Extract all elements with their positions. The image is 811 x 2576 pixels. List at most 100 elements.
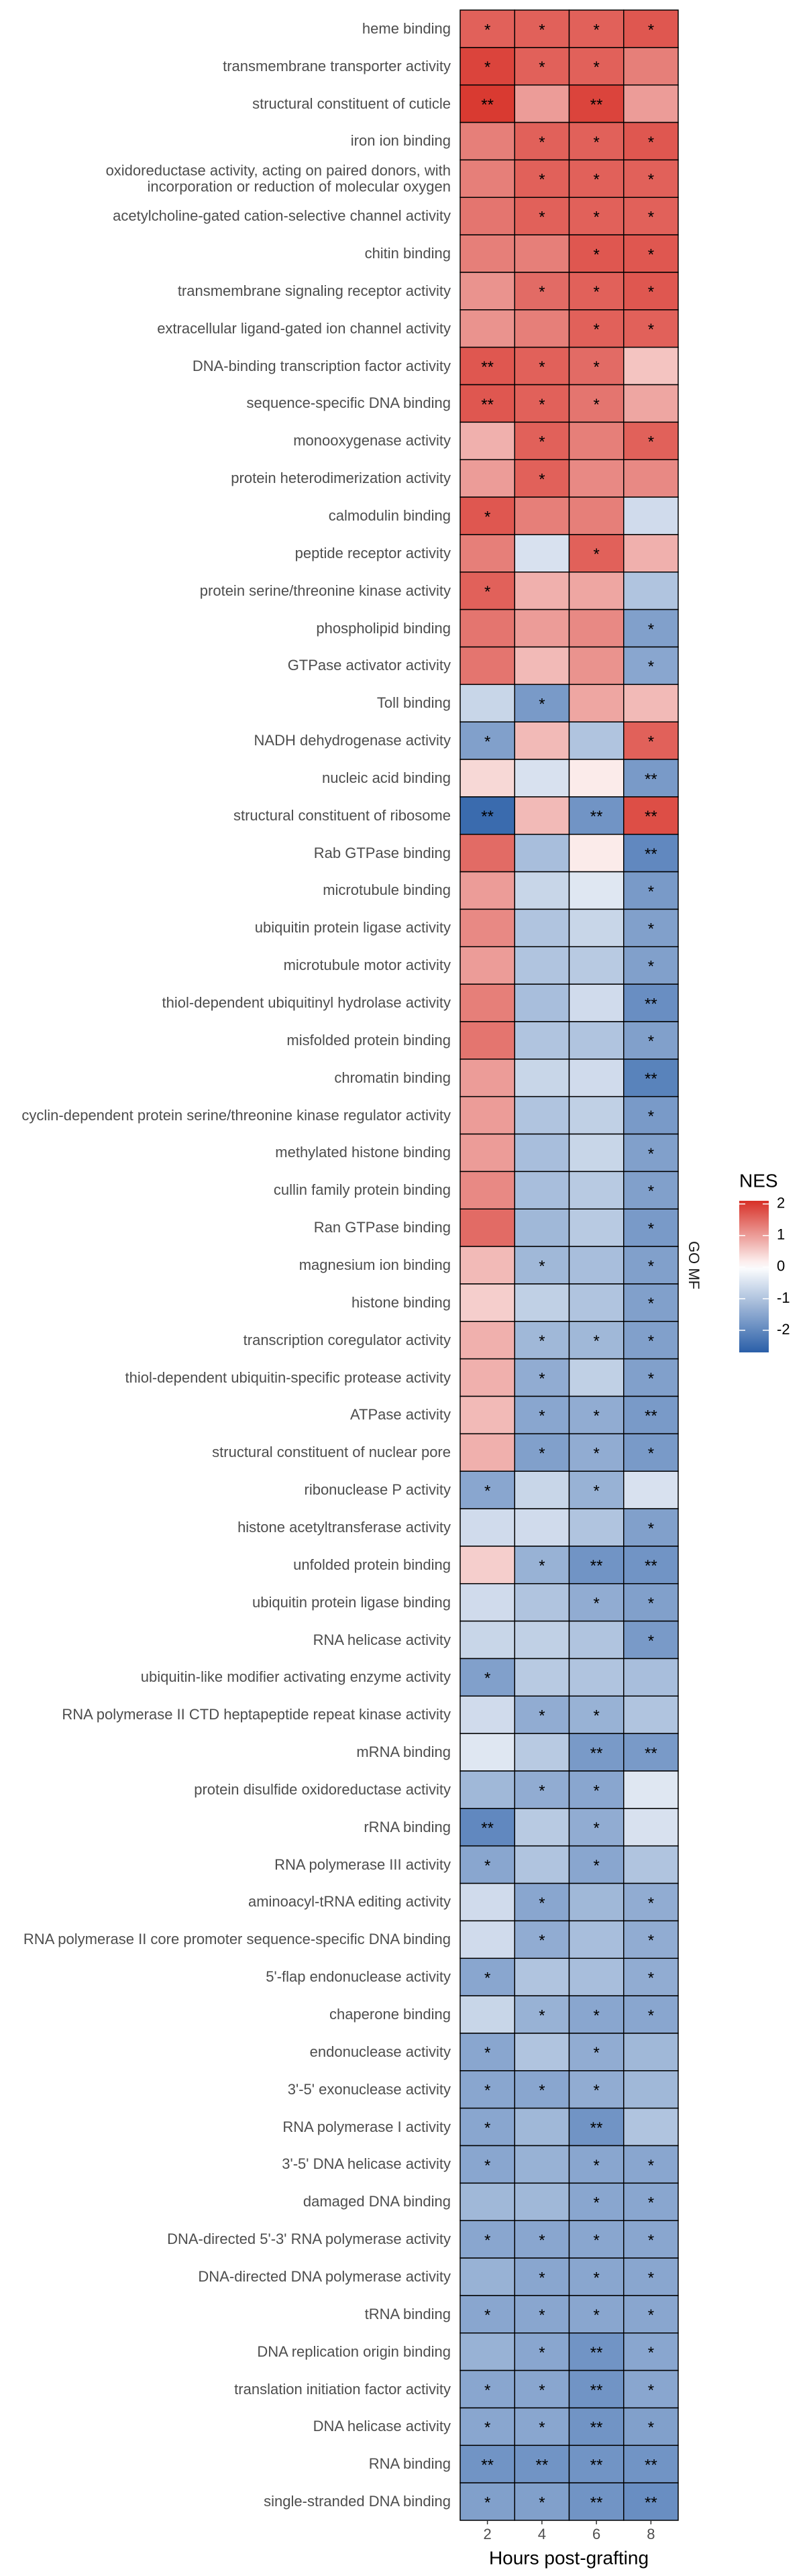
- row-label: monooxygenase activity: [293, 432, 451, 449]
- heatmap-cell: [568, 1133, 625, 1173]
- heatmap-cell: [459, 2220, 515, 2259]
- heatmap-cell: [623, 346, 679, 386]
- heatmap-cell: [623, 1508, 679, 1547]
- heatmap-cell: [514, 1358, 570, 1397]
- significance-label: *: [484, 21, 490, 39]
- significance-label: *: [648, 920, 654, 938]
- row-label: aminoacyl-tRNA editing activity: [248, 1893, 451, 1911]
- heatmap-cell: [459, 1882, 515, 1922]
- significance-label: *: [593, 58, 599, 76]
- row-label: damaged DNA binding: [303, 2193, 451, 2210]
- heatmap-cell: [568, 1246, 625, 1285]
- heatmap-cell: [623, 1695, 679, 1734]
- significance-label: **: [645, 2457, 657, 2475]
- row-label: DNA-directed 5'-3' RNA polymerase activi…: [167, 2231, 451, 2248]
- heatmap-cell: [459, 2369, 515, 2409]
- significance-label: *: [593, 2194, 599, 2212]
- significance-label: *: [648, 621, 654, 639]
- significance-label: *: [648, 1108, 654, 1126]
- row-label: chromatin binding: [334, 1069, 451, 1086]
- x-axis-title: Hours post-grafting: [489, 2547, 649, 2568]
- heatmap-cell: [568, 384, 625, 423]
- significance-label: *: [593, 2006, 599, 2025]
- heatmap-cell: [623, 459, 679, 498]
- row-label: DNA-directed DNA polymerase activity: [198, 2268, 451, 2286]
- heatmap-cell: [514, 346, 570, 386]
- significance-label: *: [648, 958, 654, 976]
- heatmap-cell: [623, 421, 679, 460]
- significance-label: *: [648, 2419, 654, 2437]
- heatmap-cell: [459, 234, 515, 273]
- heatmap-cell: [459, 1733, 515, 1772]
- heatmap-cell: [623, 572, 679, 610]
- significance-label: *: [648, 2006, 654, 2025]
- heatmap-cell: [514, 2070, 570, 2109]
- significance-label: *: [593, 1782, 599, 1800]
- significance-label: *: [648, 1519, 654, 1538]
- heatmap-cell: [459, 1208, 515, 1247]
- row-label: misfolded protein binding: [286, 1032, 451, 1049]
- heatmap-cell: [459, 1582, 515, 1622]
- heatmap-cell: [459, 1433, 515, 1472]
- row-label: RNA polymerase III activity: [274, 1856, 451, 1873]
- heatmap-cell: [514, 1095, 570, 1135]
- heatmap-cell: [568, 2033, 625, 2072]
- heatmap-cell: [459, 572, 515, 610]
- significance-label: *: [539, 1332, 545, 1350]
- significance-label: *: [648, 1445, 654, 1463]
- heatmap-cell: [568, 1808, 625, 1847]
- row-label: tRNA binding: [364, 2305, 451, 2322]
- row-label: GTPase activator activity: [287, 657, 451, 674]
- heatmap-cell: [459, 2145, 515, 2184]
- heatmap-cell: [514, 197, 570, 235]
- heatmap-cell: [459, 1059, 515, 1097]
- heatmap-cell: [459, 833, 515, 873]
- colorbar: [739, 1201, 769, 1352]
- heatmap-cell: [514, 1620, 570, 1660]
- heatmap-cell: [459, 1770, 515, 1809]
- heatmap-cell: [568, 1546, 625, 1585]
- significance-label: *: [539, 1782, 545, 1800]
- significance-label: **: [645, 1557, 657, 1575]
- significance-label: *: [648, 2344, 654, 2362]
- significance-label: *: [648, 1257, 654, 1275]
- heatmap-cell: [623, 534, 679, 573]
- significance-label: *: [648, 1145, 654, 1163]
- heatmap-cell: [568, 459, 625, 498]
- heatmap-cell: [514, 684, 570, 722]
- heatmap-cell: [623, 1246, 679, 1285]
- heatmap-cell: [459, 1808, 515, 1847]
- row-label: transcription coregulator activity: [243, 1331, 451, 1348]
- significance-label: *: [484, 2119, 490, 2137]
- colorbar-tick-label: 2: [777, 1195, 785, 1212]
- row-label: DNA-binding transcription factor activit…: [192, 357, 451, 374]
- row-label: iron ion binding: [350, 132, 451, 150]
- row-label: transmembrane signaling receptor activit…: [177, 282, 451, 299]
- row-label: magnesium ion binding: [299, 1256, 451, 1274]
- heatmap-cell: [568, 1395, 625, 1435]
- heatmap-cell: [623, 1021, 679, 1060]
- row-label: cullin family protein binding: [273, 1181, 451, 1199]
- significance-label: *: [648, 133, 654, 152]
- heatmap-cell: [568, 159, 625, 199]
- significance-label: *: [539, 2006, 545, 2025]
- row-label: microtubule binding: [323, 881, 451, 899]
- significance-label: *: [539, 2306, 545, 2324]
- significance-label: *: [539, 209, 545, 227]
- significance-label: *: [539, 1894, 545, 1913]
- heatmap-cell: [623, 1095, 679, 1135]
- significance-label: *: [484, 733, 490, 751]
- heatmap-cell: [459, 2332, 515, 2371]
- row-label: transmembrane transporter activity: [223, 57, 451, 74]
- heatmap-cell: [623, 9, 679, 48]
- significance-label: *: [539, 1557, 545, 1575]
- significance-label: *: [593, 21, 599, 39]
- row-label: Ran GTPase binding: [313, 1219, 451, 1236]
- heatmap-cell: [514, 272, 570, 311]
- heatmap-cell: [568, 234, 625, 273]
- significance-label: **: [481, 96, 494, 114]
- heatmap-cell: [459, 1358, 515, 1397]
- row-label: structural constituent of nuclear pore: [212, 1444, 451, 1461]
- row-label: sequence-specific DNA binding: [246, 394, 451, 412]
- significance-label: *: [593, 246, 599, 264]
